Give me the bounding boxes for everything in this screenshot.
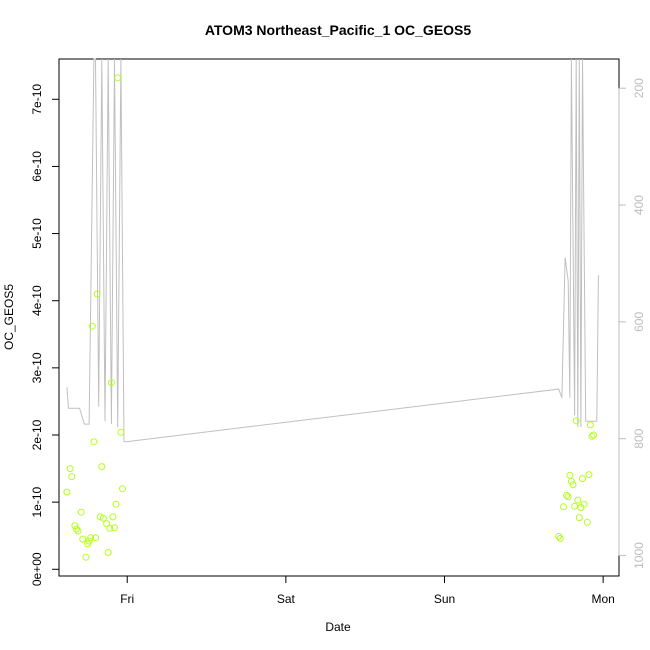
data-point xyxy=(580,500,588,508)
data-point xyxy=(572,417,580,425)
data-point xyxy=(73,525,80,533)
data-point xyxy=(119,485,126,493)
data-point xyxy=(563,491,571,499)
data-point xyxy=(571,502,579,510)
data-point xyxy=(104,549,112,556)
data-point xyxy=(106,524,114,532)
data-point xyxy=(112,500,120,508)
data-point xyxy=(90,438,98,446)
data-point xyxy=(583,518,591,526)
data-point xyxy=(109,513,117,521)
chart-title: ATOM3 Northeast_Pacific_1 OC_GEOS5 xyxy=(205,22,472,38)
y2-tick-label: 800 xyxy=(632,428,646,448)
x-tick-label: Mon xyxy=(591,592,614,606)
y-axis: 0e+00 1e-10 2e-10 3e-10 4e-10 5e-10 6e-10 7e-10 xyxy=(30,84,60,586)
data-point xyxy=(588,432,596,440)
y2-tick-label: 600 xyxy=(632,312,646,332)
y-tick-label: 0e+00 xyxy=(30,552,44,586)
data-point xyxy=(71,522,79,530)
x-tick-label: Sun xyxy=(434,592,455,606)
y-tick-label: 3e-10 xyxy=(30,352,44,383)
y-axis-label: OC_GEOS5 xyxy=(2,284,16,350)
data-point xyxy=(99,514,107,522)
data-point xyxy=(87,534,95,542)
data-point xyxy=(579,475,586,483)
data-point xyxy=(555,532,563,540)
data-point xyxy=(574,496,582,504)
data-point xyxy=(556,534,564,542)
data-point xyxy=(107,379,115,387)
data-point xyxy=(68,473,76,481)
data-point xyxy=(66,465,74,473)
data-point xyxy=(114,74,122,82)
x-tick-label: Fri xyxy=(120,592,134,606)
data-point xyxy=(103,520,111,528)
data-point xyxy=(92,534,99,542)
y2-tick-label: 1000 xyxy=(632,542,646,569)
data-point xyxy=(586,421,594,429)
x-axis-label: Date xyxy=(325,620,351,634)
data-point xyxy=(85,537,93,545)
data-point xyxy=(82,553,90,561)
y-tick-label: 2e-10 xyxy=(30,419,44,450)
y2-tick-label: 400 xyxy=(632,195,646,215)
pressure-line xyxy=(66,58,599,443)
data-point xyxy=(590,431,598,439)
data-point xyxy=(566,471,574,479)
data-point xyxy=(117,428,125,436)
data-point xyxy=(63,488,71,496)
data-point xyxy=(79,535,87,543)
data-point xyxy=(96,513,104,521)
data-point xyxy=(569,481,577,489)
data-point xyxy=(560,503,567,511)
y-tick-label: 1e-10 xyxy=(30,486,44,517)
y2-tick-label: 200 xyxy=(632,78,646,98)
line-series xyxy=(66,58,599,443)
y-tick-label: 4e-10 xyxy=(30,285,44,316)
y-tick-label: 6e-10 xyxy=(30,151,44,182)
data-point xyxy=(567,477,575,485)
point-series xyxy=(63,74,598,561)
y-tick-label: 7e-10 xyxy=(30,84,44,115)
data-point xyxy=(74,527,82,535)
data-point xyxy=(77,508,85,516)
plot-frame xyxy=(58,58,620,577)
data-point xyxy=(575,514,583,522)
data-point xyxy=(98,463,106,471)
y2-axis: 200 400 600 800 1000 xyxy=(618,78,646,569)
x-axis: Fri Sat Sun Mon xyxy=(120,575,615,606)
data-point xyxy=(88,322,96,330)
data-point xyxy=(585,471,593,479)
data-point xyxy=(564,493,572,501)
x-tick-label: Sat xyxy=(277,592,296,606)
y-tick-label: 5e-10 xyxy=(30,218,44,249)
data-point xyxy=(111,524,118,532)
data-point xyxy=(93,290,101,298)
